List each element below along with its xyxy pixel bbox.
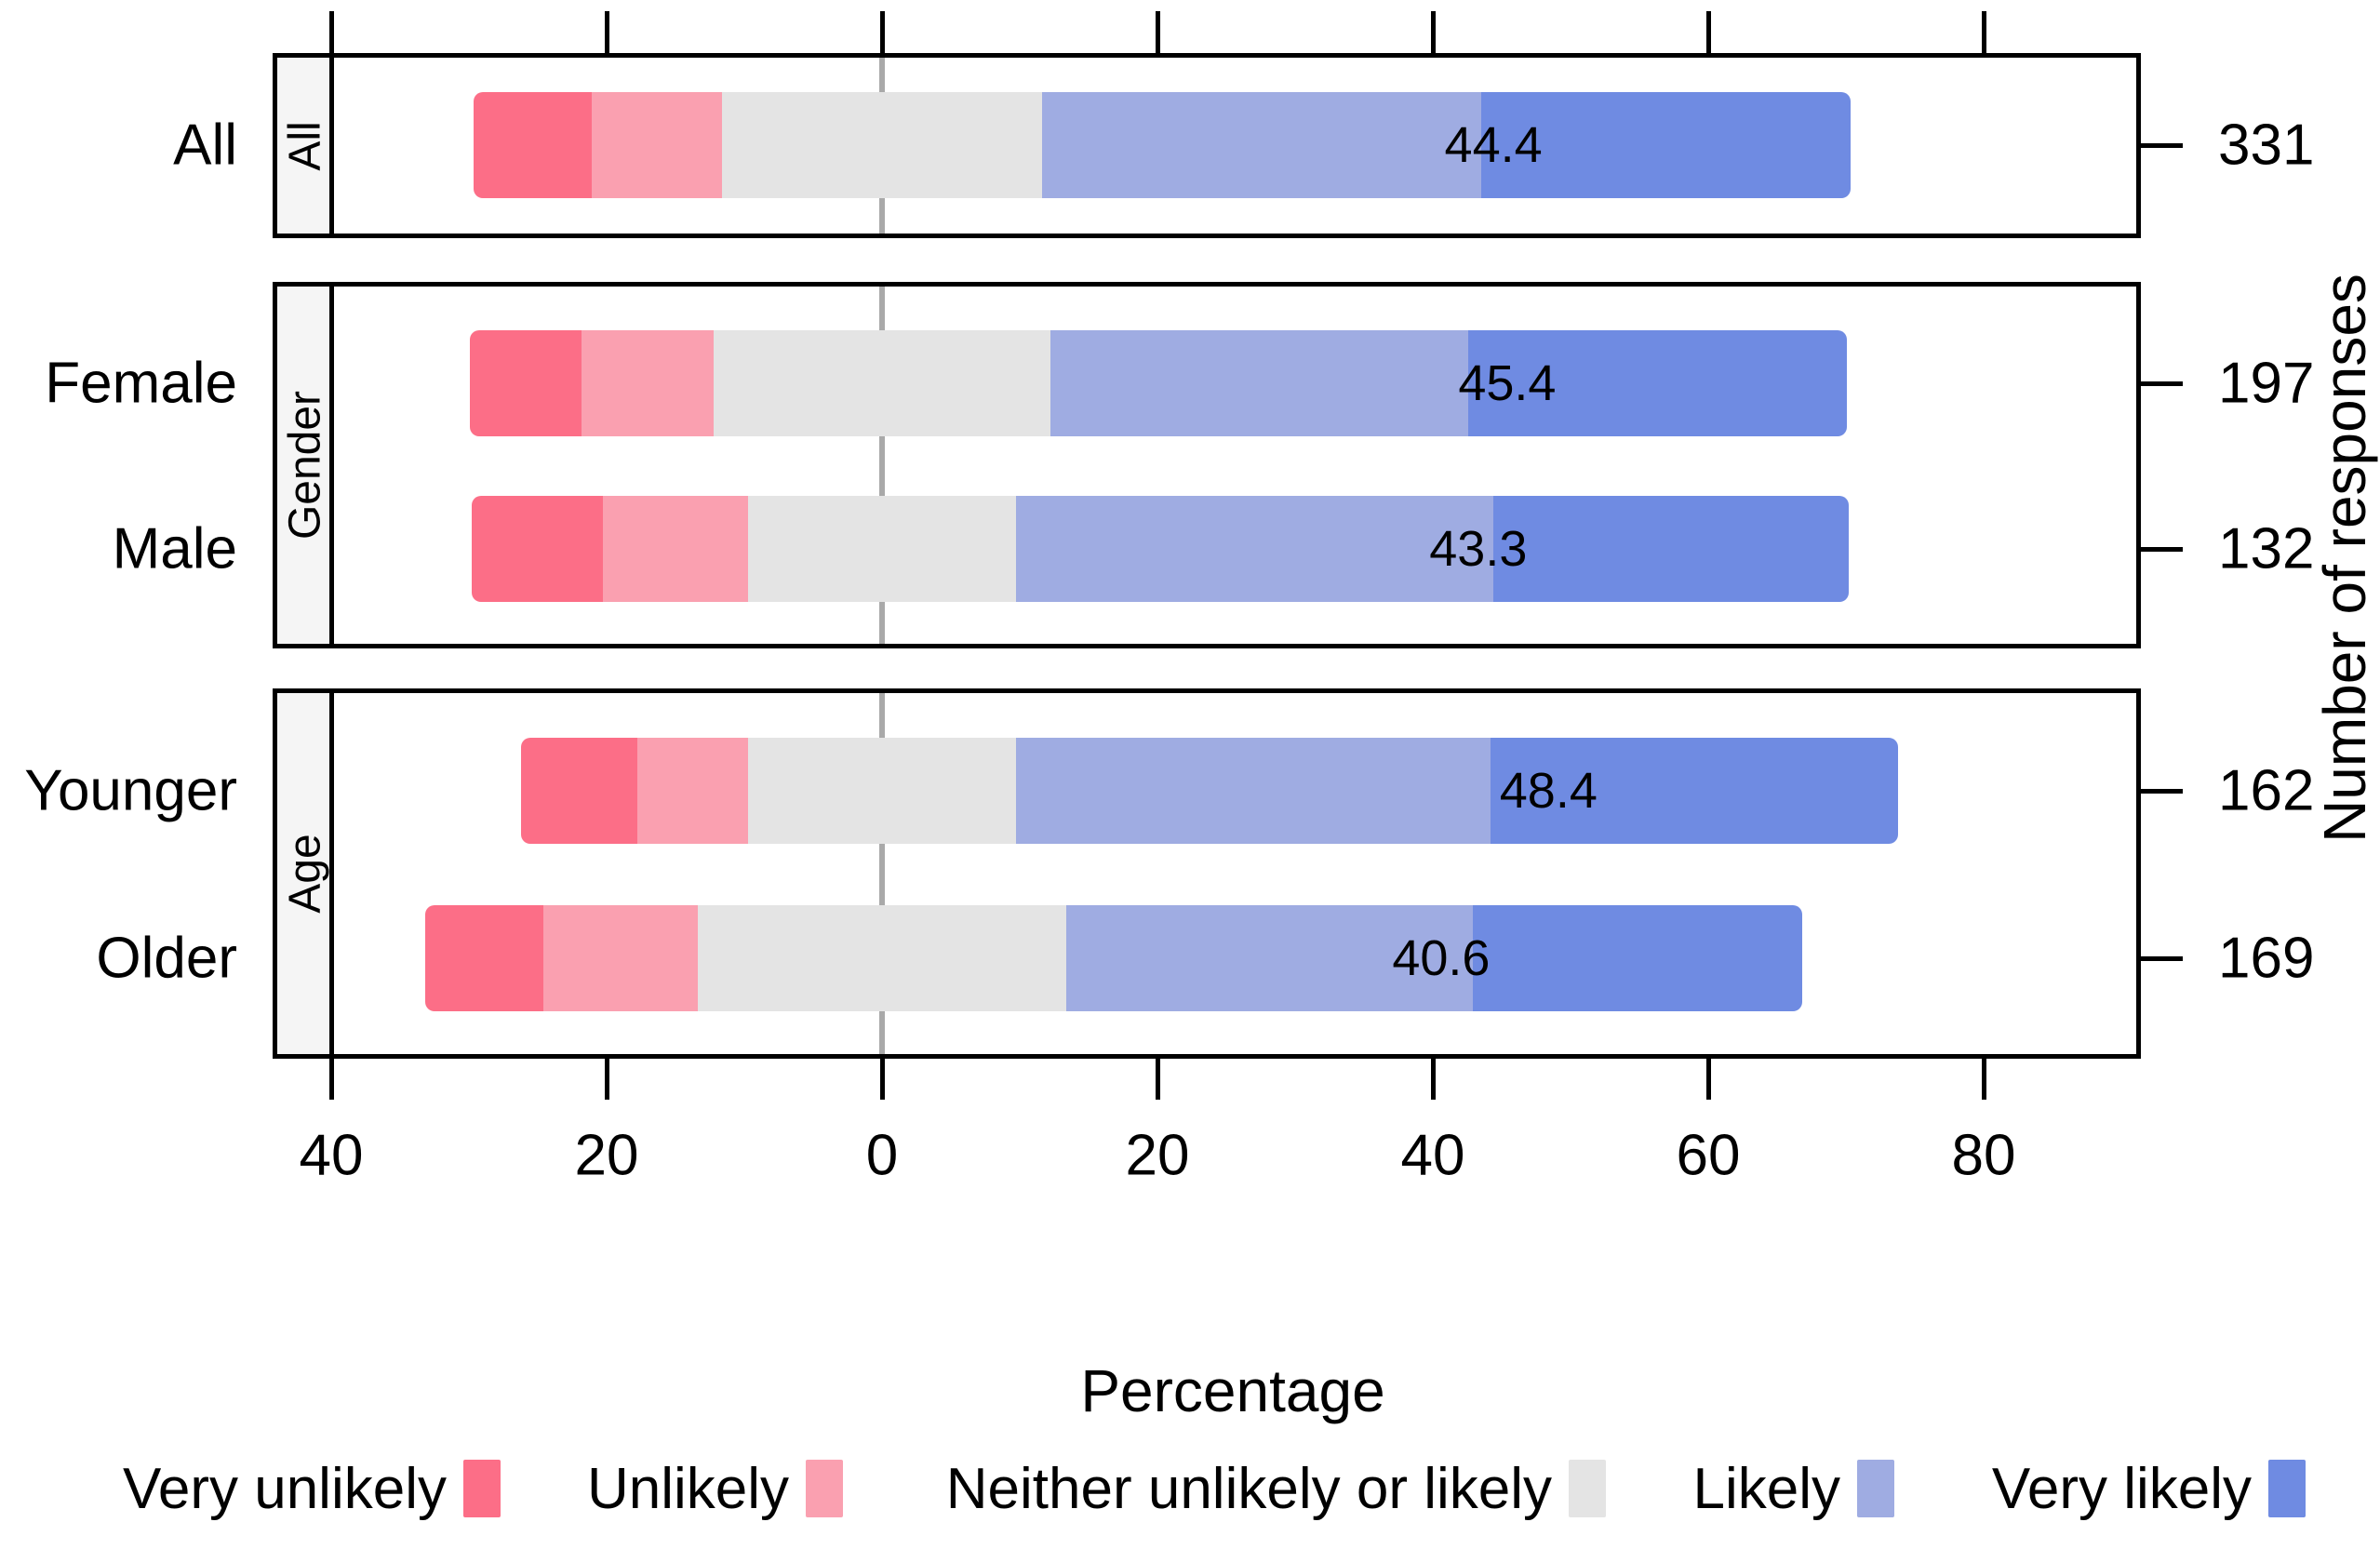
segment-likely (1015, 496, 1494, 602)
segment-likely (1042, 92, 1482, 198)
x-axis-tick-label: 20 (574, 1123, 639, 1188)
legend-item: Very unlikely (123, 1456, 501, 1521)
segment-neither (748, 496, 1016, 602)
likert-bar (474, 92, 1852, 198)
response-count: 331 (2218, 113, 2315, 178)
x-axis-tick-label: 40 (1400, 1123, 1465, 1188)
legend-item: Likely (1692, 1456, 1894, 1521)
x-axis-tick-label: 40 (299, 1123, 364, 1188)
segment-very_unlikely (471, 496, 603, 602)
x-axis-top-tick (1430, 11, 1436, 53)
legend-swatch-neither (1569, 1460, 1606, 1517)
x-axis-bottom-tick (328, 1059, 334, 1100)
segment-unlikely (602, 496, 749, 602)
right-axis-title: Number of responses (2311, 274, 2378, 843)
panel-strip-label: All (280, 120, 330, 171)
segment-likely (1050, 330, 1469, 436)
right-axis-tick (2141, 956, 2183, 961)
x-axis-tick-label: 0 (865, 1123, 899, 1188)
panel-strip (273, 53, 334, 238)
row-label: Male (112, 516, 237, 581)
response-count: 197 (2218, 351, 2315, 416)
x-axis-bottom-tick (1155, 1059, 1160, 1100)
legend-swatch-very_likely (2268, 1460, 2306, 1517)
bar-value-label: 43.3 (1429, 521, 1528, 577)
segment-very_unlikely (470, 330, 582, 436)
segment-very_likely (1493, 496, 1849, 602)
legend-label: Unlikely (586, 1456, 789, 1521)
segment-unlikely (542, 905, 698, 1011)
x-axis-title: Percentage (1080, 1357, 1385, 1424)
legend-item: Neither unlikely or likely (946, 1456, 1606, 1521)
x-axis-tick-label: 60 (1676, 1123, 1741, 1188)
zero-reference-line (879, 285, 885, 646)
likert-bar (521, 738, 1899, 844)
segment-unlikely (582, 330, 715, 436)
right-axis-tick (2141, 547, 2183, 552)
row-label: Younger (24, 758, 237, 823)
x-axis-top-tick (879, 11, 885, 53)
x-axis-top-tick (604, 11, 609, 53)
response-count: 162 (2218, 758, 2315, 823)
x-axis-top-tick (328, 11, 334, 53)
segment-neither (714, 330, 1050, 436)
x-axis-top-tick (1155, 11, 1160, 53)
segment-likely (1066, 905, 1473, 1011)
legend-label: Very likely (1991, 1456, 2252, 1521)
segment-very_unlikely (521, 738, 637, 844)
likert-bar (471, 496, 1849, 602)
panel-strip-label: Age (280, 834, 330, 914)
right-axis-tick (2141, 789, 2183, 794)
x-axis-bottom-tick (1705, 1059, 1711, 1100)
x-axis-bottom-tick (1430, 1059, 1436, 1100)
row-label: All (173, 113, 237, 178)
x-axis-top-tick (1705, 11, 1711, 53)
zero-reference-line (879, 691, 885, 1056)
row-label: Older (96, 926, 237, 991)
legend-swatch-likely (1857, 1460, 1894, 1517)
x-axis-top-tick (1981, 11, 1986, 53)
right-axis-tick (2141, 143, 2183, 148)
row-label: Female (45, 351, 237, 416)
response-count: 169 (2218, 926, 2315, 991)
panel-strip-label: Gender (280, 390, 330, 541)
likert-bar (470, 330, 1848, 436)
segment-very_unlikely (424, 905, 543, 1011)
x-axis-tick-label: 20 (1125, 1123, 1190, 1188)
panel-strip (273, 282, 334, 648)
response-count: 132 (2218, 516, 2315, 581)
panel-strip (273, 688, 334, 1059)
x-axis-bottom-tick (1981, 1059, 1986, 1100)
segment-neither (748, 738, 1016, 844)
segment-unlikely (636, 738, 749, 844)
x-axis-bottom-tick (879, 1059, 885, 1100)
segment-very_likely (1491, 738, 1899, 844)
legend-label: Very unlikely (122, 1456, 447, 1521)
segment-likely (1015, 738, 1491, 844)
legend-swatch-unlikely (806, 1460, 843, 1517)
legend-item: Very likely (1992, 1456, 2306, 1521)
bar-value-label: 48.4 (1499, 763, 1598, 819)
segment-very_likely (1472, 905, 1802, 1011)
likert-bar (424, 905, 1802, 1011)
x-axis-bottom-tick (604, 1059, 609, 1100)
legend-label: Neither unlikely or likely (945, 1456, 1552, 1521)
bar-value-label: 40.6 (1392, 930, 1491, 986)
segment-neither (721, 92, 1043, 198)
legend-swatch-very_unlikely (463, 1460, 501, 1517)
bar-value-label: 45.4 (1458, 355, 1557, 411)
segment-very_unlikely (474, 92, 593, 198)
segment-very_likely (1468, 330, 1848, 436)
x-axis-tick-label: 80 (1951, 1123, 2016, 1188)
bar-value-label: 44.4 (1444, 117, 1543, 173)
legend-label: Likely (1692, 1456, 1840, 1521)
segment-very_likely (1481, 92, 1852, 198)
segment-neither (697, 905, 1067, 1011)
right-axis-tick (2141, 381, 2183, 386)
legend-item: Unlikely (587, 1456, 843, 1521)
segment-unlikely (592, 92, 722, 198)
